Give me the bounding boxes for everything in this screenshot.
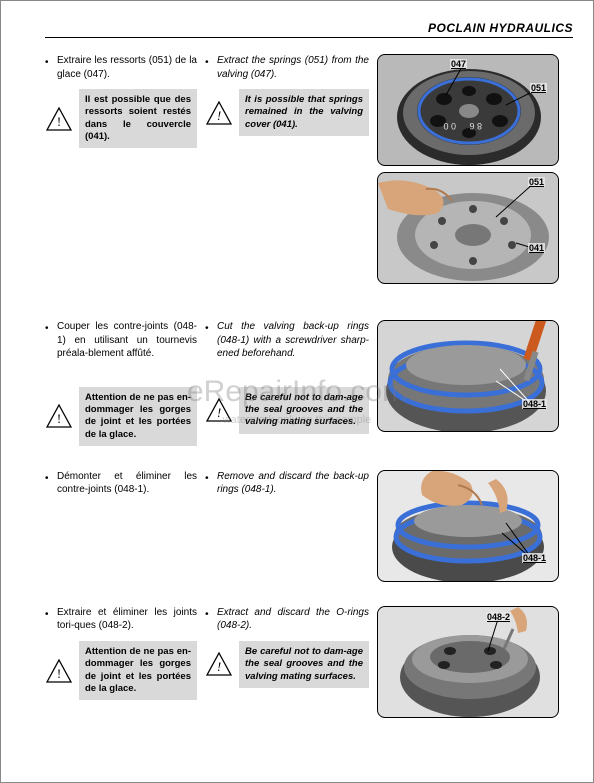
bullet-text: Couper les contre-joints (048-1) en util… [57,320,197,361]
caution-text: Attention de ne pas en-dommager les gorg… [79,387,197,446]
figure-valving-hand: 051 041 [377,172,559,284]
caution-text: Be careful not to dam-age the seal groov… [239,387,369,434]
warning-icon: ! [45,658,73,684]
svg-text:!: ! [57,411,61,426]
callout-048-1: 048-1 [522,553,547,563]
warning-icon: ! [45,106,73,132]
manual-page: POCLAIN HYDRAULICS • Extraire les ressor… [0,0,594,783]
col-figures: 0 0 8 6 047 051 [377,54,559,284]
bullet-text: Remove and discard the back-up rings (04… [217,470,369,497]
bullet-en: • Extract the springs (051) from the val… [205,54,369,81]
bullet-fr: • Extraire et éliminer les joints tori-q… [45,606,197,633]
svg-text:0 0: 0 0 [443,121,456,131]
figure-valving-top: 0 0 8 6 047 051 [377,54,559,166]
caution-fr: ! Attention de ne pas en-dommager les go… [45,387,197,446]
caution-fr: ! Il est possible que des ressorts soien… [45,89,197,148]
warning-icon: ! [205,100,233,126]
svg-text:!: ! [57,666,61,681]
bullet-icon: • [205,606,211,622]
bullet-text: Extraire et éliminer les joints tori-que… [57,606,197,633]
warning-icon: ! [205,397,233,423]
callout-041: 041 [528,243,545,253]
bullet-icon: • [45,54,51,70]
step-2: • Couper les contre-joints (048-1) en ut… [45,320,573,446]
bullet-en: • Remove and discard the back-up rings (… [205,470,369,497]
col-french: • Démonter et éliminer les contre-joints… [45,470,205,505]
caution-en: ! It is possible that springs remained i… [205,89,369,136]
callout-047: 047 [450,59,467,69]
bullet-en: • Extract and discard the O-rings (048-2… [205,606,369,633]
step-3: • Démonter et éliminer les contre-joints… [45,470,573,582]
caution-text: It is possible that springs remained in … [239,89,369,136]
callout-051: 051 [528,177,545,187]
bullet-fr: • Démonter et éliminer les contre-joints… [45,470,197,497]
col-french: • Extraire les ressorts (051) de la glac… [45,54,205,148]
col-french: • Couper les contre-joints (048-1) en ut… [45,320,205,446]
bullet-icon: • [45,470,51,486]
svg-text:!: ! [217,108,221,123]
bullet-icon: • [45,606,51,622]
caution-fr: ! Attention de ne pas en-dommager les go… [45,641,197,700]
svg-text:!: ! [217,405,221,420]
col-english: • Extract and discard the O-rings (048-2… [205,606,377,688]
bullet-text: Extract and discard the O-rings (048-2). [217,606,369,633]
bullet-icon: • [205,320,211,336]
figure-cut-rings: 048-1 [377,320,559,432]
bullet-icon: • [205,470,211,486]
svg-text:!: ! [217,659,221,674]
figure-orings: 048-2 [377,606,559,718]
caution-en: ! Be careful not to dam-age the seal gro… [205,387,369,434]
warning-icon: ! [45,403,73,429]
bullet-icon: • [205,54,211,70]
bullet-icon: • [45,320,51,336]
col-figures: 048-2 [377,606,559,718]
col-english: • Cut the valving back-up rings (048-1) … [205,320,377,434]
svg-text:8 6: 8 6 [469,121,482,131]
bullet-fr: • Extraire les ressorts (051) de la glac… [45,54,197,81]
col-figures: 048-1 [377,320,559,432]
step-4: • Extraire et éliminer les joints tori-q… [45,606,573,718]
caution-text: Be careful not to dam-age the seal groov… [239,641,369,688]
figure-remove-rings: 048-1 [377,470,559,582]
col-english: • Extract the springs (051) from the val… [205,54,377,136]
caution-en: ! Be careful not to dam-age the seal gro… [205,641,369,688]
callout-048-1: 048-1 [522,399,547,409]
bullet-fr: • Couper les contre-joints (048-1) en ut… [45,320,197,361]
step-1: • Extraire les ressorts (051) de la glac… [45,54,573,284]
callout-051: 051 [530,83,547,93]
page-header: POCLAIN HYDRAULICS [45,21,573,38]
col-english: • Remove and discard the back-up rings (… [205,470,377,505]
svg-text:!: ! [57,114,61,129]
bullet-text: Extract the springs (051) from the valvi… [217,54,369,81]
callout-048-2: 048-2 [486,612,511,622]
col-figures: 048-1 [377,470,559,582]
bullet-text: Cut the valving back-up rings (048-1) wi… [217,320,369,361]
caution-text: Il est possible que des ressorts soient … [79,89,197,148]
bullet-en: • Cut the valving back-up rings (048-1) … [205,320,369,361]
bullet-text: Démonter et éliminer les contre-joints (… [57,470,197,497]
caution-text: Attention de ne pas en-dommager les gorg… [79,641,197,700]
col-french: • Extraire et éliminer les joints tori-q… [45,606,205,700]
warning-icon: ! [205,651,233,677]
bullet-text: Extraire les ressorts (051) de la glace … [57,54,197,81]
